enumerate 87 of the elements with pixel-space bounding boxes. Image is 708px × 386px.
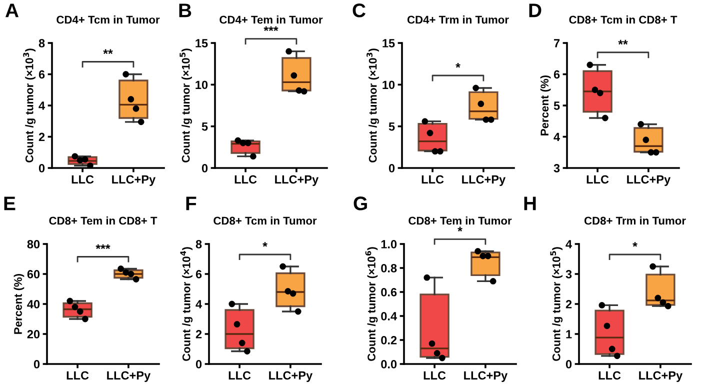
y-tick-label: 0.6	[381, 288, 397, 296]
x-tick-label: LLC	[424, 371, 446, 380]
y-tick-label: 5	[388, 122, 395, 131]
y-tick-label: 0	[196, 360, 202, 368]
y-axis-title: Percent (%)	[14, 274, 24, 334]
y-tick-label: 3	[566, 270, 572, 278]
text: *	[458, 226, 462, 232]
y-tick-label: 0.4	[381, 312, 397, 320]
y-tick-label: 4	[38, 102, 45, 110]
x-tick-label: LLC	[598, 371, 621, 380]
chart-title: CD8+ Tcm in Tumor	[214, 216, 317, 225]
x-tick-label: LLC+Py	[112, 175, 156, 186]
x-tick-label: LLC+Py	[462, 175, 506, 186]
text: B	[179, 4, 192, 18]
annotation: *	[456, 63, 460, 68]
x-tick-label: LLC	[66, 371, 89, 380]
y-axis-title: Count /g tumor (×10$^{3}$)	[366, 48, 379, 162]
y-tick-label: 0	[38, 164, 45, 172]
text: H	[524, 196, 536, 210]
y-tick-label: 2	[196, 330, 202, 338]
text: G	[354, 196, 367, 210]
text: A	[5, 4, 19, 18]
y-tick-label: 15	[382, 39, 395, 48]
y-tick-label: 20	[27, 330, 40, 338]
y-tick-label: 40	[27, 300, 40, 308]
y-axis-title: Count /g tumor (×10$^{3}$)	[23, 48, 36, 162]
x-tick-label: LLC+Py	[107, 371, 151, 382]
y-tick-label: 1	[566, 330, 572, 338]
text: D	[529, 4, 542, 18]
y-tick-label: 0.2	[381, 336, 397, 344]
annotation: **	[103, 49, 113, 54]
y-tick-label: 8	[196, 240, 202, 248]
y-tick-label: 2	[566, 300, 572, 308]
chart-title: CD8+ Trm in Tumor	[584, 216, 686, 225]
y-axis-title: Percent (%)	[540, 75, 551, 136]
y-tick-label: 4	[566, 240, 572, 248]
y-tick-label: 60	[27, 270, 40, 278]
annotation: *	[632, 242, 638, 247]
x-tick-label: LLC+Py	[639, 371, 683, 382]
y-tick-label: 0	[566, 360, 572, 368]
y-tick-label: 0	[202, 164, 208, 172]
y-tick-label: 7	[554, 39, 560, 48]
chart-title: CD8+ Tcm in CD8+ T	[569, 16, 678, 24]
y-tick-label: 10	[382, 80, 395, 90]
y-tick-label: 5	[554, 102, 560, 110]
chart-title: CD4+ Trm in Tumor	[407, 16, 509, 24]
y-tick-label: 0.0	[381, 360, 397, 368]
y-tick-label: 6	[196, 270, 202, 278]
y-tick-label: 8	[38, 39, 45, 48]
y-tick-label: 0	[34, 360, 40, 368]
chart-title: CD8+ Tem in CD8+ T	[49, 216, 158, 225]
x-tick-label: LLC+Py	[269, 371, 313, 382]
y-tick-label: 80	[27, 240, 40, 248]
x-tick-label: LLC+Py	[464, 371, 508, 382]
x-tick-label: LLC+Py	[627, 175, 671, 186]
x-tick-label: LLC	[228, 371, 251, 380]
x-tick-label: LLC	[586, 175, 609, 184]
y-tick-label: 0.8	[381, 264, 397, 272]
annotation: *	[262, 242, 268, 247]
y-tick-label: 15	[196, 39, 208, 48]
y-tick-label: 10	[196, 80, 208, 90]
x-tick-label: LLC	[422, 175, 444, 184]
text: F	[186, 196, 196, 210]
x-tick-label: LLC	[234, 175, 257, 184]
annotation: ***	[96, 244, 110, 250]
y-tick-label: 1.0	[381, 240, 397, 248]
x-tick-label: LLC+Py	[275, 175, 319, 186]
y-tick-label: 5	[202, 122, 208, 131]
y-tick-label: 2	[38, 132, 45, 142]
y-tick-label: 4	[554, 132, 560, 142]
y-axis-title: Count /g tumor (×10$^{6}$)	[365, 247, 378, 361]
chart-title: CD4+ Tcm in Tumor	[56, 16, 160, 24]
x-tick-label: LLC	[72, 175, 94, 184]
annotation: **	[618, 40, 628, 45]
y-tick-label: 6	[554, 70, 560, 79]
text: ***	[264, 26, 278, 32]
y-axis-title: Count /g tumor (×10$^{5}$)	[550, 247, 563, 361]
y-axis-title: Count /g tumor (×10$^{4}$)	[180, 247, 193, 361]
chart-title: CD4+ Tem in Tumor	[220, 16, 323, 24]
y-axis-title: Count /g tumor (×10$^{5}$)	[180, 48, 192, 162]
y-tick-label: 0	[388, 164, 395, 172]
y-tick-label: 4	[196, 300, 202, 308]
y-tick-label: 3	[554, 164, 560, 172]
text: E	[4, 196, 16, 210]
text: C	[352, 4, 366, 18]
chart-title: CD8+ Tem in Tumor	[408, 216, 512, 225]
y-tick-label: 6	[38, 70, 45, 79]
